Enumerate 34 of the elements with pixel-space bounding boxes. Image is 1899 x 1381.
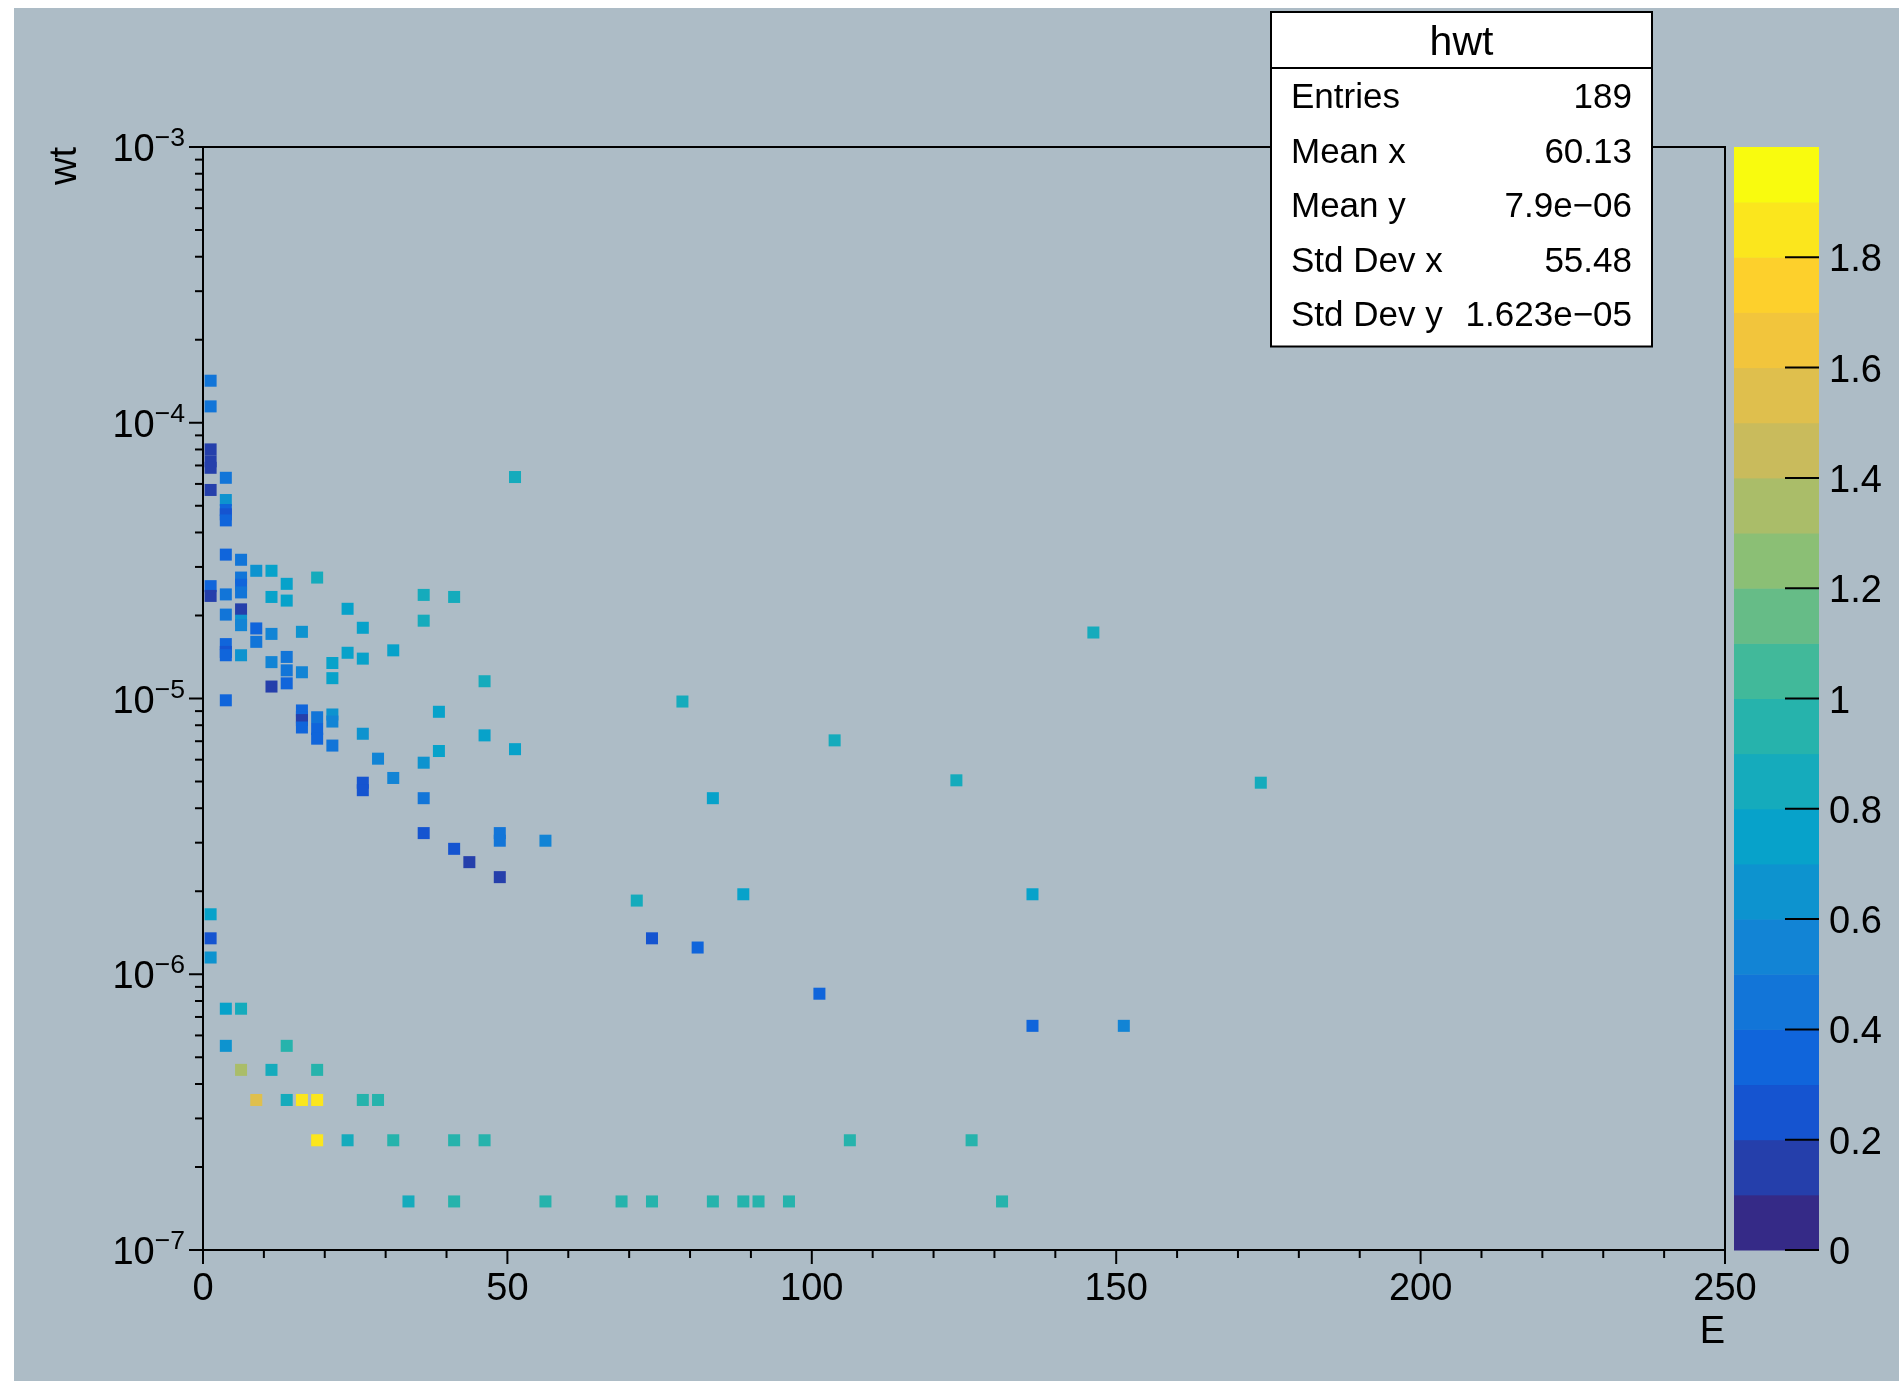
y-tick-label: 10$^{−3}$ (112, 122, 185, 169)
annotation: Std Dev x (1291, 239, 1444, 279)
y-axis-title: wt (42, 146, 84, 186)
y-tick-label: 10$^{−4}$ (112, 397, 186, 445)
annotation: 55.48 (1544, 239, 1632, 279)
annotation: Mean x (1291, 130, 1407, 170)
annotation: Std Dev y (1291, 294, 1444, 333)
y-tick-label: 10$^{−6}$ (112, 949, 185, 997)
color-bar-label: 0.2 (1829, 1119, 1882, 1162)
color-bar-label: 1.8 (1829, 237, 1882, 280)
text: Entries (1291, 76, 1400, 115)
color-bar-label: 1.4 (1829, 457, 1882, 500)
x-tick-label: 50 (486, 1266, 529, 1308)
color-bar-label: 0.4 (1829, 1009, 1882, 1052)
y-tick-label: 10$^{−7}$ (112, 1225, 185, 1272)
annotation: Mean y (1291, 185, 1407, 224)
x-axis-title: E (1699, 1309, 1725, 1351)
y-tick-label: 10$^{−5}$ (112, 673, 185, 721)
x-tick-label: 0 (192, 1266, 214, 1308)
annotation: 1.623e−05 (1465, 294, 1632, 333)
x-tick-label: 150 (1084, 1266, 1148, 1308)
color-bar-label: 1.2 (1829, 568, 1882, 611)
color-bar-label: 0.6 (1829, 899, 1882, 942)
color-bar-label: 1.6 (1829, 347, 1882, 390)
color-bar-label: 0.8 (1829, 788, 1882, 831)
x-tick-label: 200 (1388, 1266, 1453, 1308)
annotation: 60.13 (1544, 130, 1632, 170)
x-tick-label: 100 (780, 1266, 844, 1308)
text: 189 (1573, 76, 1632, 115)
x-tick-label: 250 (1693, 1266, 1757, 1308)
chart-title: hwt (1429, 18, 1494, 64)
color-bar-label: 1 (1829, 678, 1851, 721)
annotation: 7.9e−06 (1504, 185, 1632, 224)
color-bar-label: 0 (1829, 1230, 1851, 1272)
